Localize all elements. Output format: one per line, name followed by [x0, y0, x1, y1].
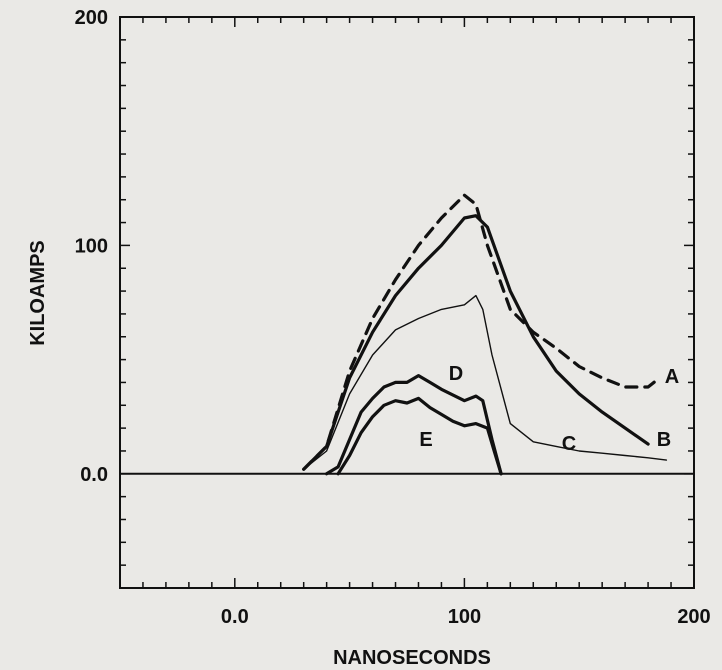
x-tick-label: 200 — [677, 606, 710, 628]
series-line-a — [302, 193, 662, 471]
y-tick-label: 0.0 — [80, 464, 108, 486]
series-line-e — [336, 396, 503, 476]
plot-frame — [119, 16, 695, 589]
x-tick-label: 0.0 — [221, 606, 249, 628]
x-tick-labels: 0.0 100 200 — [221, 606, 711, 628]
minor-ticks — [119, 16, 695, 589]
y-tick-labels: 200 100 0.0 — [75, 7, 108, 486]
series-line-c — [303, 294, 668, 470]
y-tick-label: 200 — [75, 7, 108, 29]
series-line-d — [325, 374, 503, 476]
plot-border — [119, 16, 695, 589]
y-axis-title: KILOAMPS — [27, 240, 49, 346]
series-label-e: E — [419, 429, 432, 451]
x-axis-title: NANOSECONDS — [333, 647, 491, 669]
series-line-b — [302, 214, 650, 471]
series-label-d: D — [449, 363, 463, 385]
series-label-a: A — [665, 366, 679, 388]
y-tick-label: 100 — [75, 235, 108, 257]
series-layer — [302, 193, 668, 476]
x-tick-label: 100 — [448, 606, 481, 628]
series-labels: A B C D E — [419, 363, 679, 455]
series-label-c: C — [562, 433, 576, 455]
series-label-b: B — [657, 429, 671, 451]
